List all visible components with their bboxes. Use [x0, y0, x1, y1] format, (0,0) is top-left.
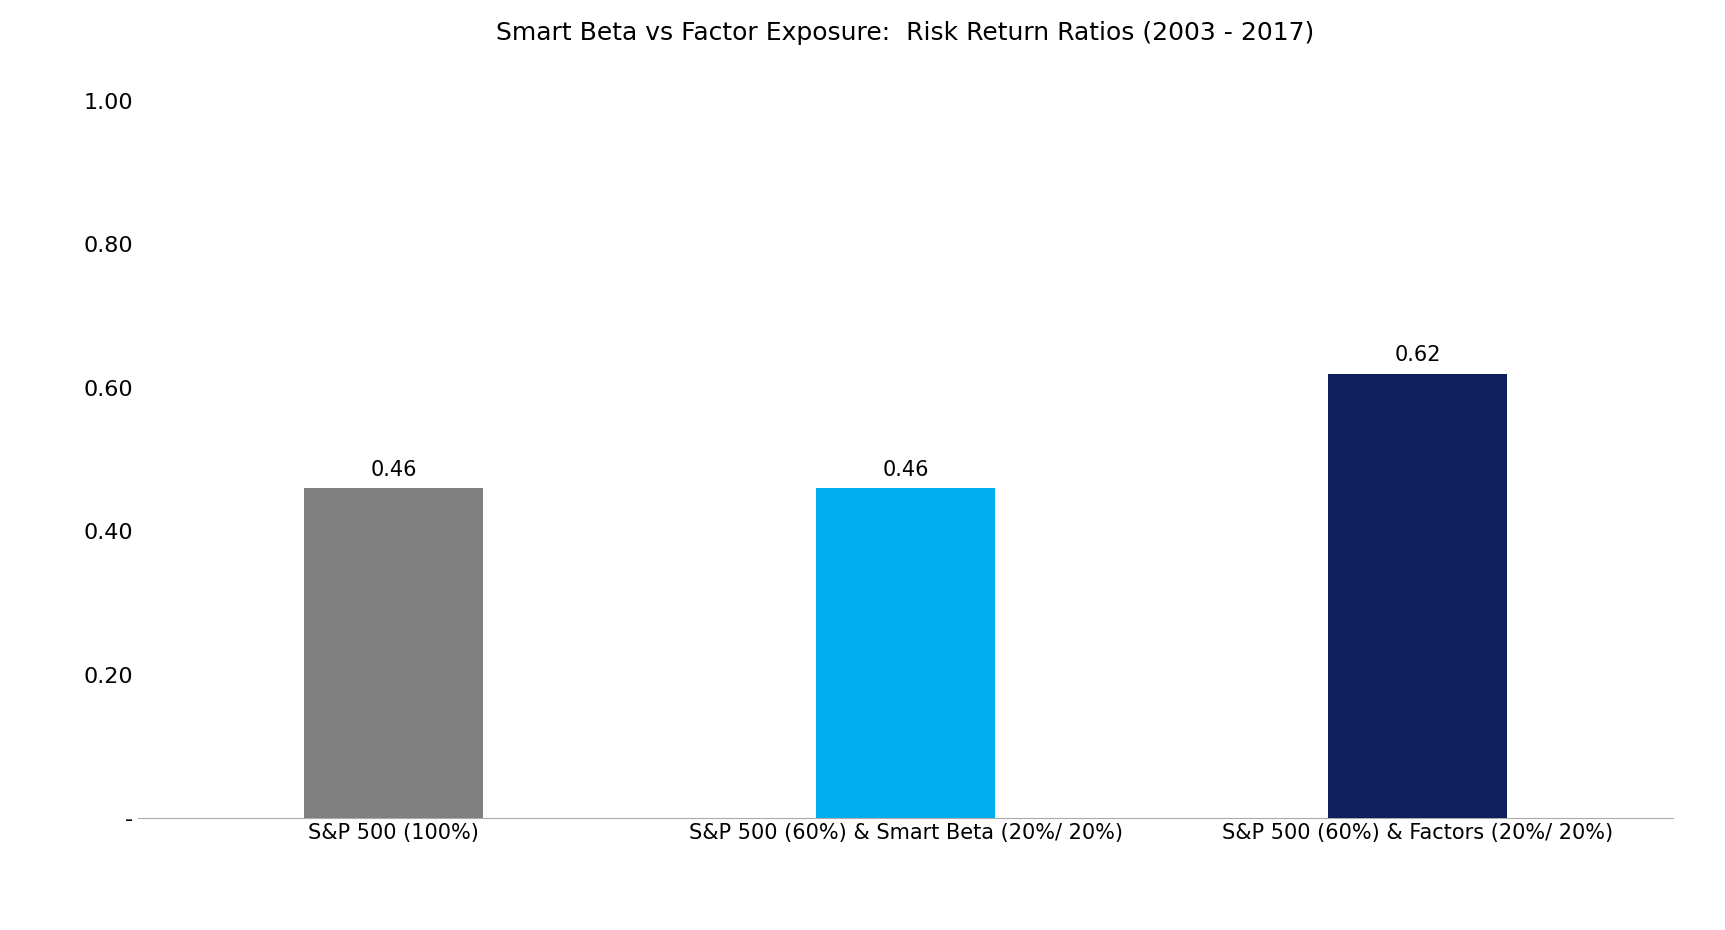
Bar: [816, 488, 995, 818]
Text: 0.62: 0.62: [1394, 345, 1440, 365]
Bar: [304, 488, 483, 818]
Bar: [1328, 374, 1508, 818]
Title: Smart Beta vs Factor Exposure:  Risk Return Ratios (2003 - 2017): Smart Beta vs Factor Exposure: Risk Retu…: [497, 21, 1314, 45]
Text: 0.46: 0.46: [371, 459, 417, 480]
Text: 0.46: 0.46: [883, 459, 928, 480]
